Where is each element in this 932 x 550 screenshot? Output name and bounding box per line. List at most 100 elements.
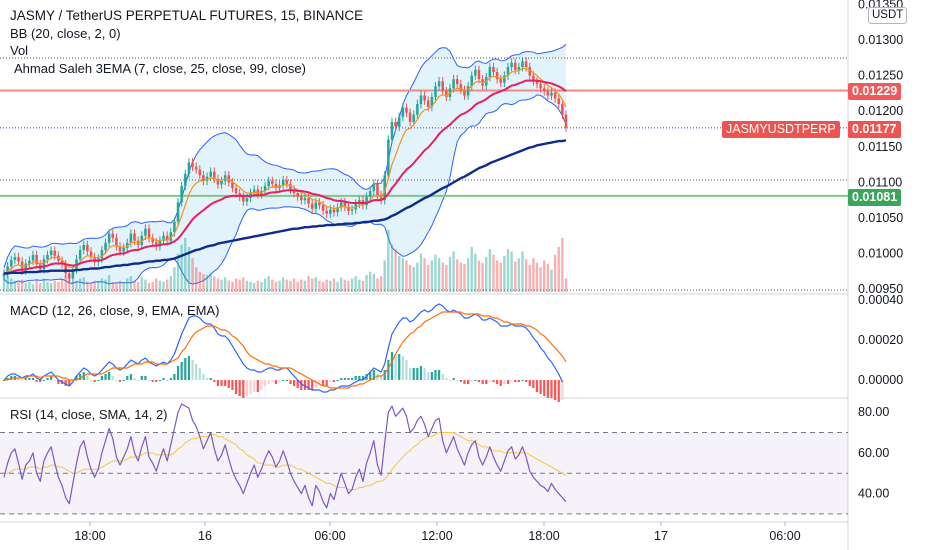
macd-histogram-bar xyxy=(191,360,194,380)
candle-body xyxy=(162,235,165,241)
candle-body xyxy=(263,185,267,191)
candle-body xyxy=(292,189,296,194)
volume-bar xyxy=(318,280,321,292)
candle-body xyxy=(368,190,372,197)
volume-bar xyxy=(546,263,550,292)
macd-histogram-bar xyxy=(430,372,433,380)
volume-bar xyxy=(466,258,470,292)
macd-histogram-bar xyxy=(419,366,423,380)
macd-histogram-bar xyxy=(202,374,205,380)
candle-body xyxy=(281,180,285,186)
macd-histogram-bar xyxy=(274,380,278,384)
candle-body xyxy=(546,91,550,96)
candle-body xyxy=(408,112,412,122)
candle-body xyxy=(155,242,158,247)
macd-histogram-bar xyxy=(129,374,133,380)
macd-histogram-bar xyxy=(39,380,42,382)
macd-indicator-label[interactable]: MACD (12, 26, close, 9, EMA, EMA) xyxy=(10,303,220,318)
macd-histogram-bar xyxy=(405,360,408,380)
volume-bar xyxy=(372,273,376,292)
macd-histogram-bar xyxy=(543,380,546,396)
macd-histogram-bar xyxy=(104,374,107,380)
currency-selector[interactable]: USDT xyxy=(868,7,908,24)
volume-bar xyxy=(292,278,296,292)
ema-indicator-label[interactable]: Ahmad Saleh 3EMA (7, close, 25, close, 9… xyxy=(14,61,306,76)
candle-body xyxy=(256,189,260,195)
candle-body xyxy=(318,202,321,206)
volume-bar xyxy=(140,277,143,292)
volume-bar xyxy=(256,280,260,292)
candle-body xyxy=(521,61,524,68)
candle-body xyxy=(347,206,350,211)
candle-body xyxy=(307,198,310,204)
symbol-title[interactable]: JASMY / TetherUS PERPETUAL FUTURES, 15, … xyxy=(10,8,364,23)
macd-histogram-bar xyxy=(532,380,535,388)
volume-bar xyxy=(267,276,270,292)
candle-body xyxy=(434,86,437,97)
macd-histogram-bar xyxy=(492,380,495,382)
candle-body xyxy=(67,273,71,279)
bb-indicator-label[interactable]: BB (20, close, 2, 0) xyxy=(10,26,121,41)
candle-body xyxy=(423,95,426,101)
macd-histogram-bar xyxy=(445,378,448,380)
macd-histogram-bar xyxy=(321,380,325,386)
candle-body xyxy=(419,95,423,105)
macd-histogram-bar xyxy=(510,380,513,382)
candle-body xyxy=(564,114,568,128)
macd-histogram-bar xyxy=(111,376,114,380)
volume-bar xyxy=(459,262,463,292)
volume-bar xyxy=(2,271,6,292)
volume-bar xyxy=(307,276,310,292)
candle-body xyxy=(314,202,318,209)
volume-bar xyxy=(517,258,521,292)
macd-histogram-bar xyxy=(521,380,524,381)
candle-body xyxy=(528,67,532,76)
candle-body xyxy=(336,207,339,213)
candle-body xyxy=(187,162,191,174)
macd-histogram-bar xyxy=(227,380,230,388)
volume-bar xyxy=(97,281,100,292)
candle-body xyxy=(310,203,314,209)
macd-histogram-bar xyxy=(260,380,263,390)
volume-bar xyxy=(521,251,524,292)
macd-histogram-bar xyxy=(499,380,502,386)
candle-body xyxy=(24,263,28,271)
macd-histogram-bar xyxy=(31,378,35,380)
macd-histogram-bar xyxy=(234,380,238,394)
candle-body xyxy=(28,260,31,264)
volume-bar xyxy=(281,277,285,292)
volume-bar xyxy=(550,269,553,292)
volume-bar xyxy=(82,277,85,292)
volume-bar xyxy=(202,273,205,292)
volume-bar xyxy=(169,276,172,292)
volume-bar xyxy=(463,263,466,292)
macd-histogram-bar xyxy=(50,376,53,380)
volume-bar xyxy=(274,281,278,292)
candle-body xyxy=(321,205,325,211)
volume-bar xyxy=(216,278,220,292)
volume-bar xyxy=(209,272,212,292)
volume-bar xyxy=(412,267,415,292)
volume-bar xyxy=(278,280,281,292)
volume-bar xyxy=(93,280,96,292)
macd-histogram-bar xyxy=(173,374,176,380)
volume-indicator-label[interactable]: Vol xyxy=(10,43,29,58)
macd-histogram-bar xyxy=(452,378,455,380)
rsi-axis-tick: 40.00 xyxy=(858,487,889,501)
macd-histogram-bar xyxy=(86,376,89,380)
candle-body xyxy=(445,91,448,97)
candle-body xyxy=(53,250,57,256)
volume-bar xyxy=(35,280,38,292)
rsi-indicator-label[interactable]: RSI (14, close, SMA, 14, 2) xyxy=(10,407,168,422)
volume-bar xyxy=(180,244,183,292)
volume-bar xyxy=(485,257,488,292)
volume-bar xyxy=(187,246,191,292)
candle-body xyxy=(470,75,473,87)
candle-body xyxy=(205,176,209,181)
candle-body xyxy=(115,237,118,247)
volume-bar xyxy=(158,280,162,292)
volume-bar xyxy=(503,255,506,292)
candle-body xyxy=(296,193,299,197)
macd-histogram-bar xyxy=(242,380,245,398)
